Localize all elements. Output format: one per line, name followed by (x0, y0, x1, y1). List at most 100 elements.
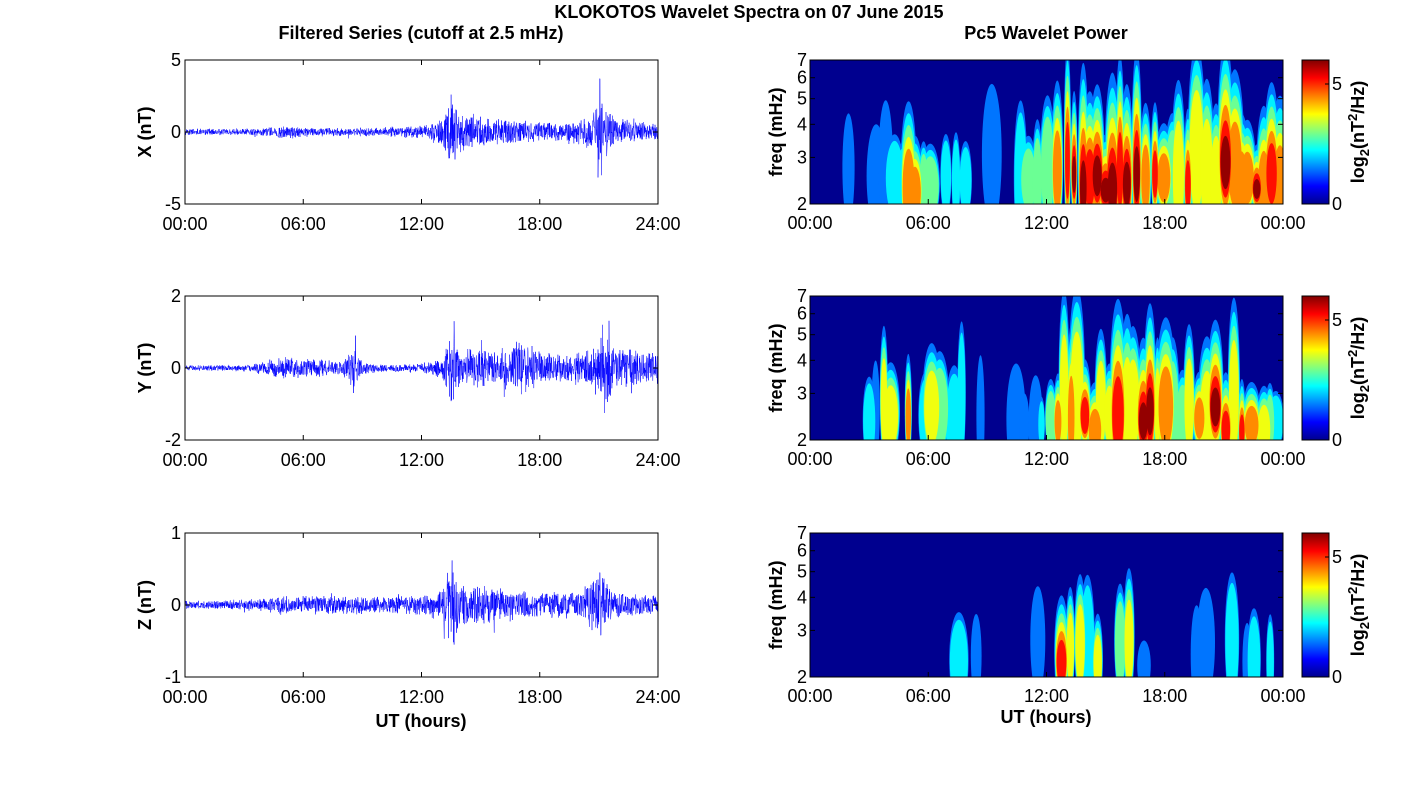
y-tick-label: 1 (171, 523, 181, 543)
figure-suptitle: KLOKOTOS Wavelet Spectra on 07 June 2015 (554, 2, 943, 22)
power-blob (1093, 634, 1102, 677)
x-tick-label: 06:00 (906, 213, 951, 233)
power-blob (1172, 120, 1184, 204)
power-blob (1080, 160, 1087, 204)
power-blob (1052, 130, 1062, 204)
y-tick-label: 2 (797, 430, 807, 450)
y-tick-label: 3 (797, 383, 807, 403)
power-blob (1019, 393, 1030, 440)
power-blob (1072, 155, 1077, 194)
colorbar (1301, 59, 1330, 205)
x-tick-label: 12:00 (399, 450, 444, 470)
x-tick-label: 18:00 (1142, 686, 1187, 706)
x-tick-label: 06:00 (281, 687, 326, 707)
left-column-title: Filtered Series (cutoff at 2.5 mHz) (278, 23, 563, 43)
heatmap-cells (842, 60, 1283, 204)
colorbar (1301, 532, 1330, 678)
y-tick-label: 3 (797, 147, 807, 167)
x-tick-label: 12:00 (1024, 213, 1069, 233)
x-tick-label: 18:00 (1142, 449, 1187, 469)
y-tick-label: 4 (797, 114, 807, 134)
power-blob (1253, 179, 1261, 199)
power-blob (1065, 121, 1070, 199)
power-blob (1239, 414, 1245, 440)
colorbar-label-unit-tail: /Hz) (1348, 554, 1368, 587)
power-blob (1152, 150, 1158, 198)
power-blob (1114, 601, 1126, 677)
y-tick-label: 6 (797, 304, 807, 324)
power-blob (1084, 149, 1096, 204)
x-tick-label: 18:00 (1142, 213, 1187, 233)
x-tick-label: 00:00 (1260, 213, 1305, 233)
y-tick-label: -5 (165, 194, 181, 214)
colorbar-tick-label: 0 (1332, 430, 1342, 450)
colorbar-tick-label: 5 (1332, 547, 1342, 567)
colorbar-label-base: log (1348, 392, 1368, 419)
colorbar-tick-label: 5 (1332, 74, 1342, 94)
y-tick-label: 0 (171, 358, 181, 378)
y-tick-label: 2 (171, 286, 181, 306)
power-blob (959, 147, 972, 204)
y-axis-label: freq (mHz) (766, 87, 786, 176)
colorbar-label-unit: (nT (1348, 594, 1368, 622)
power-blob (1088, 408, 1102, 440)
power-blob (1184, 358, 1194, 440)
power-blob (1257, 404, 1271, 440)
power-blob (1021, 148, 1036, 204)
x-tick-label: 00:00 (1260, 449, 1305, 469)
right-xlabel: UT (hours) (1001, 707, 1092, 727)
colorbar-tick-label: 0 (1332, 667, 1342, 687)
panels: 50-500:00 06:00 12:00 18:00 24:00X (nT)20-20… (135, 50, 1372, 707)
power-blob (949, 619, 968, 677)
power-blob (1122, 161, 1131, 204)
y-axis-label: X (nT) (135, 107, 155, 158)
power-blob (1225, 582, 1239, 677)
power-blob (970, 614, 982, 677)
power-blob (981, 83, 1002, 204)
y-tick-label: 5 (171, 50, 181, 70)
left-xlabel: UT (hours) (376, 711, 467, 731)
x-tick-label: 06:00 (906, 449, 951, 469)
y-tick-label: 0 (171, 595, 181, 615)
power-blob (1066, 612, 1074, 677)
colorbar-label-base: log (1348, 156, 1368, 183)
power-blob (1092, 155, 1102, 197)
power-blob (1196, 587, 1215, 677)
x-tick-label: 12:00 (399, 214, 444, 234)
colorbar-label-sup: 2 (1345, 350, 1360, 357)
power-blob (1247, 616, 1261, 677)
x-tick-label: 00:00 (162, 214, 207, 234)
power-blob (1185, 160, 1191, 204)
power-blob (905, 388, 911, 440)
power-blob (1116, 132, 1124, 204)
y-tick-label: 7 (797, 523, 807, 543)
y-tick-label: 7 (797, 286, 807, 306)
colorbar-tick-label: 0 (1332, 194, 1342, 214)
timeseries-panel-y: 2 0 -200:00 06:00 12:00 18:00 24:00 Y (nT) (135, 286, 681, 470)
y-tick-label: 4 (797, 587, 807, 607)
y-tick-label: 5 (797, 562, 807, 582)
colorbar-label-sup: 2 (1345, 114, 1360, 121)
y-tick-label: 5 (797, 89, 807, 109)
series-trace-z (184, 560, 659, 645)
power-blob (1067, 375, 1075, 440)
colorbar-label-unit-tail: /Hz) (1348, 317, 1368, 350)
power-blob (1146, 387, 1154, 436)
y-tick-label: 3 (797, 620, 807, 640)
colorbar-label-sub: 2 (1357, 622, 1372, 629)
x-tick-label: 00:00 (787, 449, 832, 469)
y-axis-label: freq (mHz) (766, 560, 786, 649)
colorbar-label: log2(nT2/Hz) (1345, 317, 1372, 419)
x-tick-label: 24:00 (635, 214, 680, 234)
colorbar-label-sub: 2 (1357, 385, 1372, 392)
power-blob (1210, 135, 1222, 204)
power-blob (924, 370, 940, 440)
x-tick-label: 18:00 (517, 450, 562, 470)
power-blob (1200, 118, 1213, 204)
colorbar-label-sub: 2 (1357, 149, 1372, 156)
power-blob (1075, 604, 1085, 677)
colorbar-label-base: log (1348, 629, 1368, 656)
